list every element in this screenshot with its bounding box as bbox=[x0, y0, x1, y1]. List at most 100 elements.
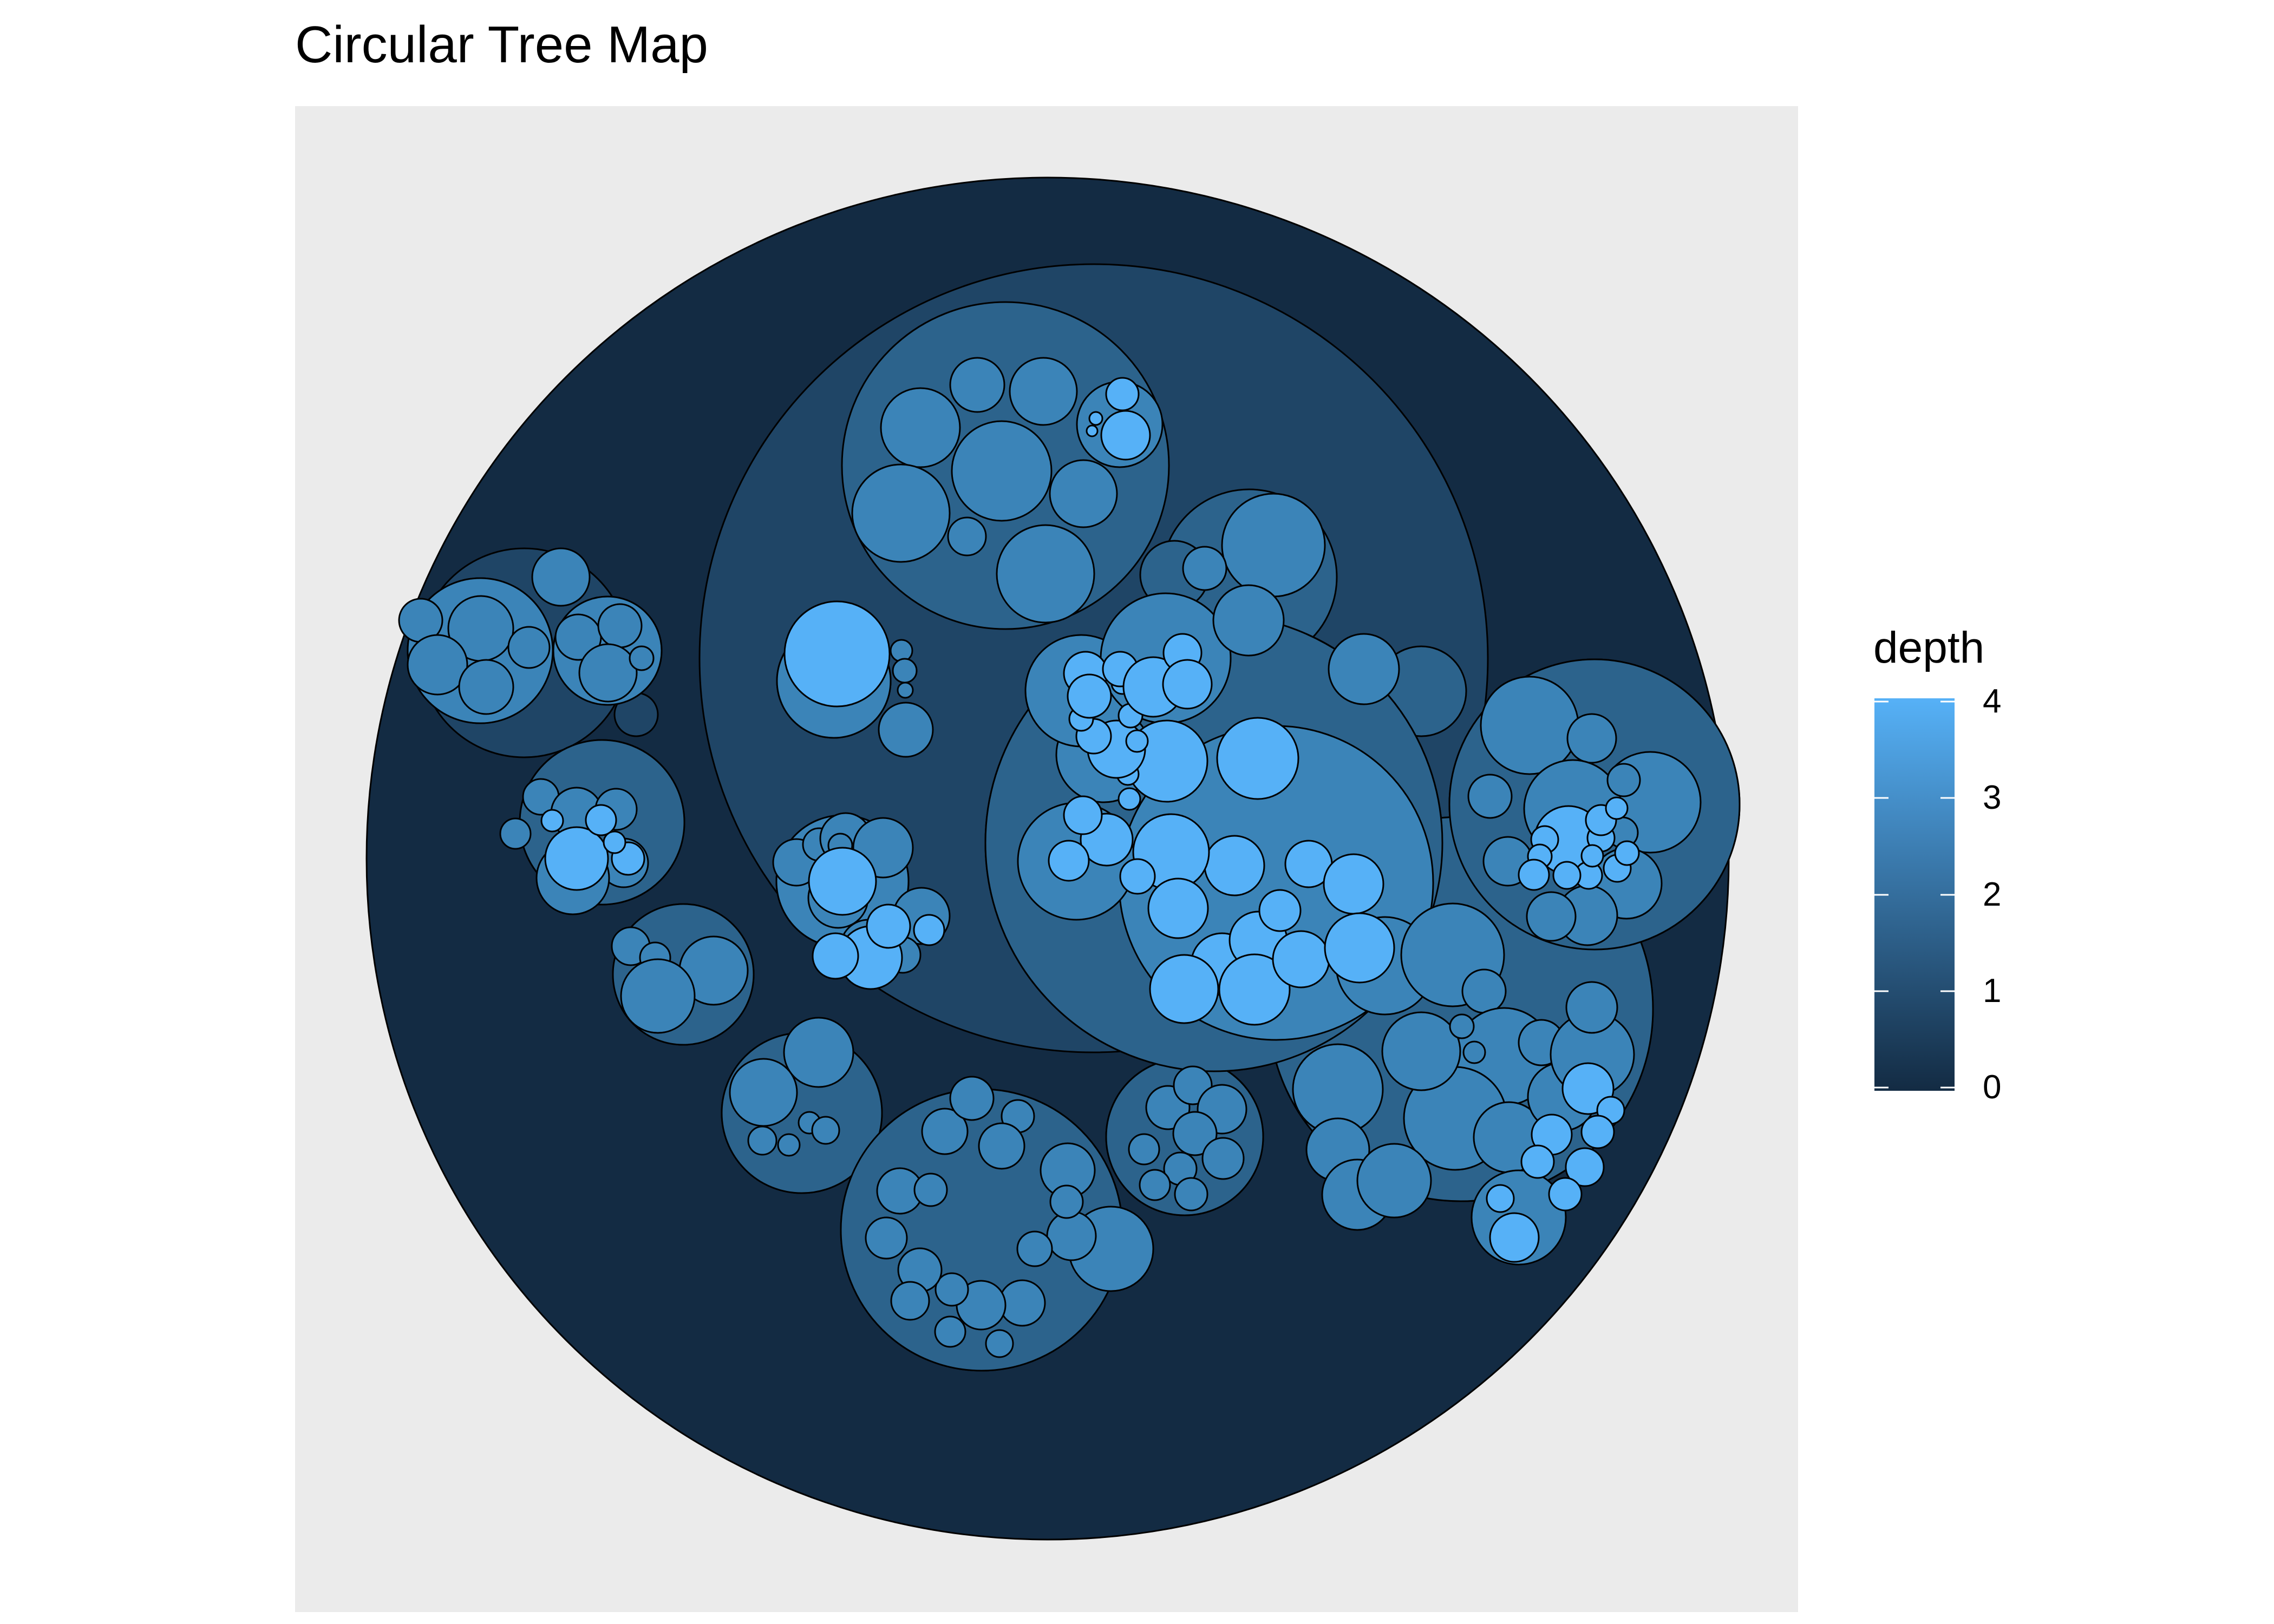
circle-node-depth-4 bbox=[1100, 410, 1151, 461]
circle-node-depth-3 bbox=[1467, 774, 1513, 819]
circle-node-depth-4 bbox=[1086, 424, 1099, 437]
circle-node-depth-3 bbox=[507, 626, 551, 669]
circle-node-depth-4 bbox=[783, 600, 891, 708]
circle-node-depth-4 bbox=[1204, 835, 1265, 896]
circle-node-depth-3 bbox=[578, 643, 638, 703]
circle-node-depth-3 bbox=[811, 1116, 840, 1145]
legend-title: depth bbox=[1873, 623, 1985, 672]
circle-node-depth-3 bbox=[1480, 676, 1579, 775]
circle-node-depth-3 bbox=[1566, 713, 1617, 764]
circle-node-depth-3 bbox=[1606, 763, 1641, 797]
circle-node-depth-4 bbox=[1518, 859, 1550, 891]
circle-node-depth-4 bbox=[1520, 1144, 1555, 1179]
circle-node-depth-3 bbox=[1381, 1011, 1461, 1091]
circle-node-depth-3 bbox=[913, 1173, 948, 1207]
circle-node-depth-3 bbox=[951, 420, 1053, 522]
circle-node-depth-3 bbox=[407, 634, 468, 696]
circle-node-depth-4 bbox=[1105, 377, 1140, 411]
circle-node-depth-3 bbox=[1328, 633, 1400, 705]
circle-node-depth-4 bbox=[1048, 840, 1090, 882]
circle-node-depth-4 bbox=[1614, 840, 1640, 866]
circle-node-depth-4 bbox=[1580, 844, 1604, 868]
circle-node-depth-3 bbox=[1009, 357, 1078, 426]
circle-node-depth-4 bbox=[1218, 953, 1291, 1026]
legend-tick-label: 2 bbox=[1983, 876, 2002, 913]
circle-node-depth-3 bbox=[1172, 1111, 1218, 1156]
circle-node-depth-3 bbox=[890, 1281, 930, 1321]
circle-node-depth-3 bbox=[996, 524, 1095, 624]
circle-node-depth-3 bbox=[1046, 1210, 1097, 1261]
circle-node-depth-3 bbox=[1356, 1143, 1432, 1219]
circle-node-depth-3 bbox=[949, 1076, 995, 1121]
circle-node-depth-3 bbox=[597, 603, 643, 649]
circle-node-depth-4 bbox=[1552, 861, 1582, 890]
legend-tick-label: 1 bbox=[1983, 972, 2002, 1010]
circle-node-depth-3 bbox=[851, 463, 951, 563]
circle-node-depth-3 bbox=[1565, 981, 1618, 1034]
circle-node-depth-3 bbox=[729, 1058, 798, 1127]
circle-node-depth-3 bbox=[935, 1272, 969, 1307]
circle-node-depth-4 bbox=[812, 932, 859, 980]
circle-node-depth-3 bbox=[1182, 546, 1227, 591]
circle-node-depth-3 bbox=[783, 1017, 854, 1088]
circle-node-depth-3 bbox=[747, 1125, 777, 1156]
chart-title: Circular Tree Map bbox=[295, 16, 708, 74]
circle-node-depth-4 bbox=[1067, 673, 1112, 719]
circle-node-depth-4 bbox=[808, 847, 877, 916]
circle-node-depth-3 bbox=[865, 1216, 908, 1260]
circle-node-depth-3 bbox=[934, 1315, 966, 1348]
circle-node-depth-3 bbox=[921, 1108, 969, 1155]
circle-node-depth-3 bbox=[1526, 891, 1577, 942]
circle-node-depth-4 bbox=[1323, 853, 1384, 915]
circle-node-depth-4 bbox=[1118, 787, 1141, 811]
circle-node-depth-3 bbox=[978, 1122, 1025, 1170]
circle-node-depth-4 bbox=[1125, 729, 1149, 753]
circle-node-depth-3 bbox=[1016, 1230, 1053, 1267]
circle-node-depth-3 bbox=[1049, 1184, 1084, 1219]
circle-node-depth-4 bbox=[1548, 1177, 1583, 1212]
circle-node-depth-3 bbox=[949, 357, 1005, 413]
circle-node-depth-4 bbox=[1489, 1212, 1540, 1263]
circle-node-depth-4 bbox=[866, 903, 911, 949]
circle-pack bbox=[365, 176, 1741, 1541]
circle-node-depth-3 bbox=[777, 1133, 801, 1157]
circle-node-depth-4 bbox=[540, 809, 564, 833]
circle-node-depth-3 bbox=[1139, 1169, 1171, 1201]
circle-node-depth-4 bbox=[1272, 930, 1330, 988]
legend-colorbar bbox=[1874, 698, 1955, 1091]
circle-node-depth-3 bbox=[1049, 459, 1118, 528]
circle-node-depth-4 bbox=[1088, 411, 1103, 426]
circle-node-depth-3 bbox=[629, 645, 655, 671]
circle-node-depth-4 bbox=[585, 804, 617, 836]
circle-node-depth-3 bbox=[985, 1329, 1014, 1358]
circle-node-depth-4 bbox=[1324, 912, 1395, 984]
circle-node-depth-4 bbox=[1258, 889, 1302, 932]
legend-tick-label: 0 bbox=[1983, 1069, 2002, 1106]
circle-node-depth-3 bbox=[499, 817, 532, 850]
circle-node-depth-4 bbox=[603, 830, 626, 854]
legend-tick-label: 4 bbox=[1983, 683, 2002, 720]
circle-node-depth-3 bbox=[890, 639, 913, 663]
circle-node-depth-3 bbox=[1201, 1137, 1245, 1180]
circle-node-depth-4 bbox=[1063, 795, 1103, 835]
circle-node-depth-4 bbox=[1162, 659, 1213, 710]
circle-node-depth-3 bbox=[892, 658, 918, 684]
circle-node-depth-4 bbox=[1216, 717, 1299, 800]
circle-node-depth-3 bbox=[1128, 1133, 1160, 1165]
circle-node-depth-3 bbox=[620, 958, 696, 1034]
circle-node-depth-4 bbox=[1580, 1115, 1615, 1149]
legend-tick-label: 3 bbox=[1983, 779, 2002, 816]
circle-node-depth-3 bbox=[897, 682, 914, 699]
circle-node-depth-3 bbox=[531, 547, 591, 607]
circle-node-depth-3 bbox=[878, 702, 934, 758]
circle-node-depth-4 bbox=[1119, 858, 1156, 895]
circle-node-depth-4 bbox=[913, 914, 945, 946]
circle-node-depth-4 bbox=[1605, 796, 1629, 820]
circle-node-depth-3 bbox=[1221, 493, 1326, 598]
circle-node-depth-4 bbox=[1565, 1147, 1605, 1187]
circle-node-depth-3 bbox=[1461, 968, 1507, 1014]
circle-node-depth-3 bbox=[1449, 1013, 1475, 1039]
circle-node-depth-3 bbox=[1174, 1177, 1208, 1212]
circle-node-depth-3 bbox=[458, 659, 514, 715]
circle-node-depth-4 bbox=[544, 826, 609, 891]
